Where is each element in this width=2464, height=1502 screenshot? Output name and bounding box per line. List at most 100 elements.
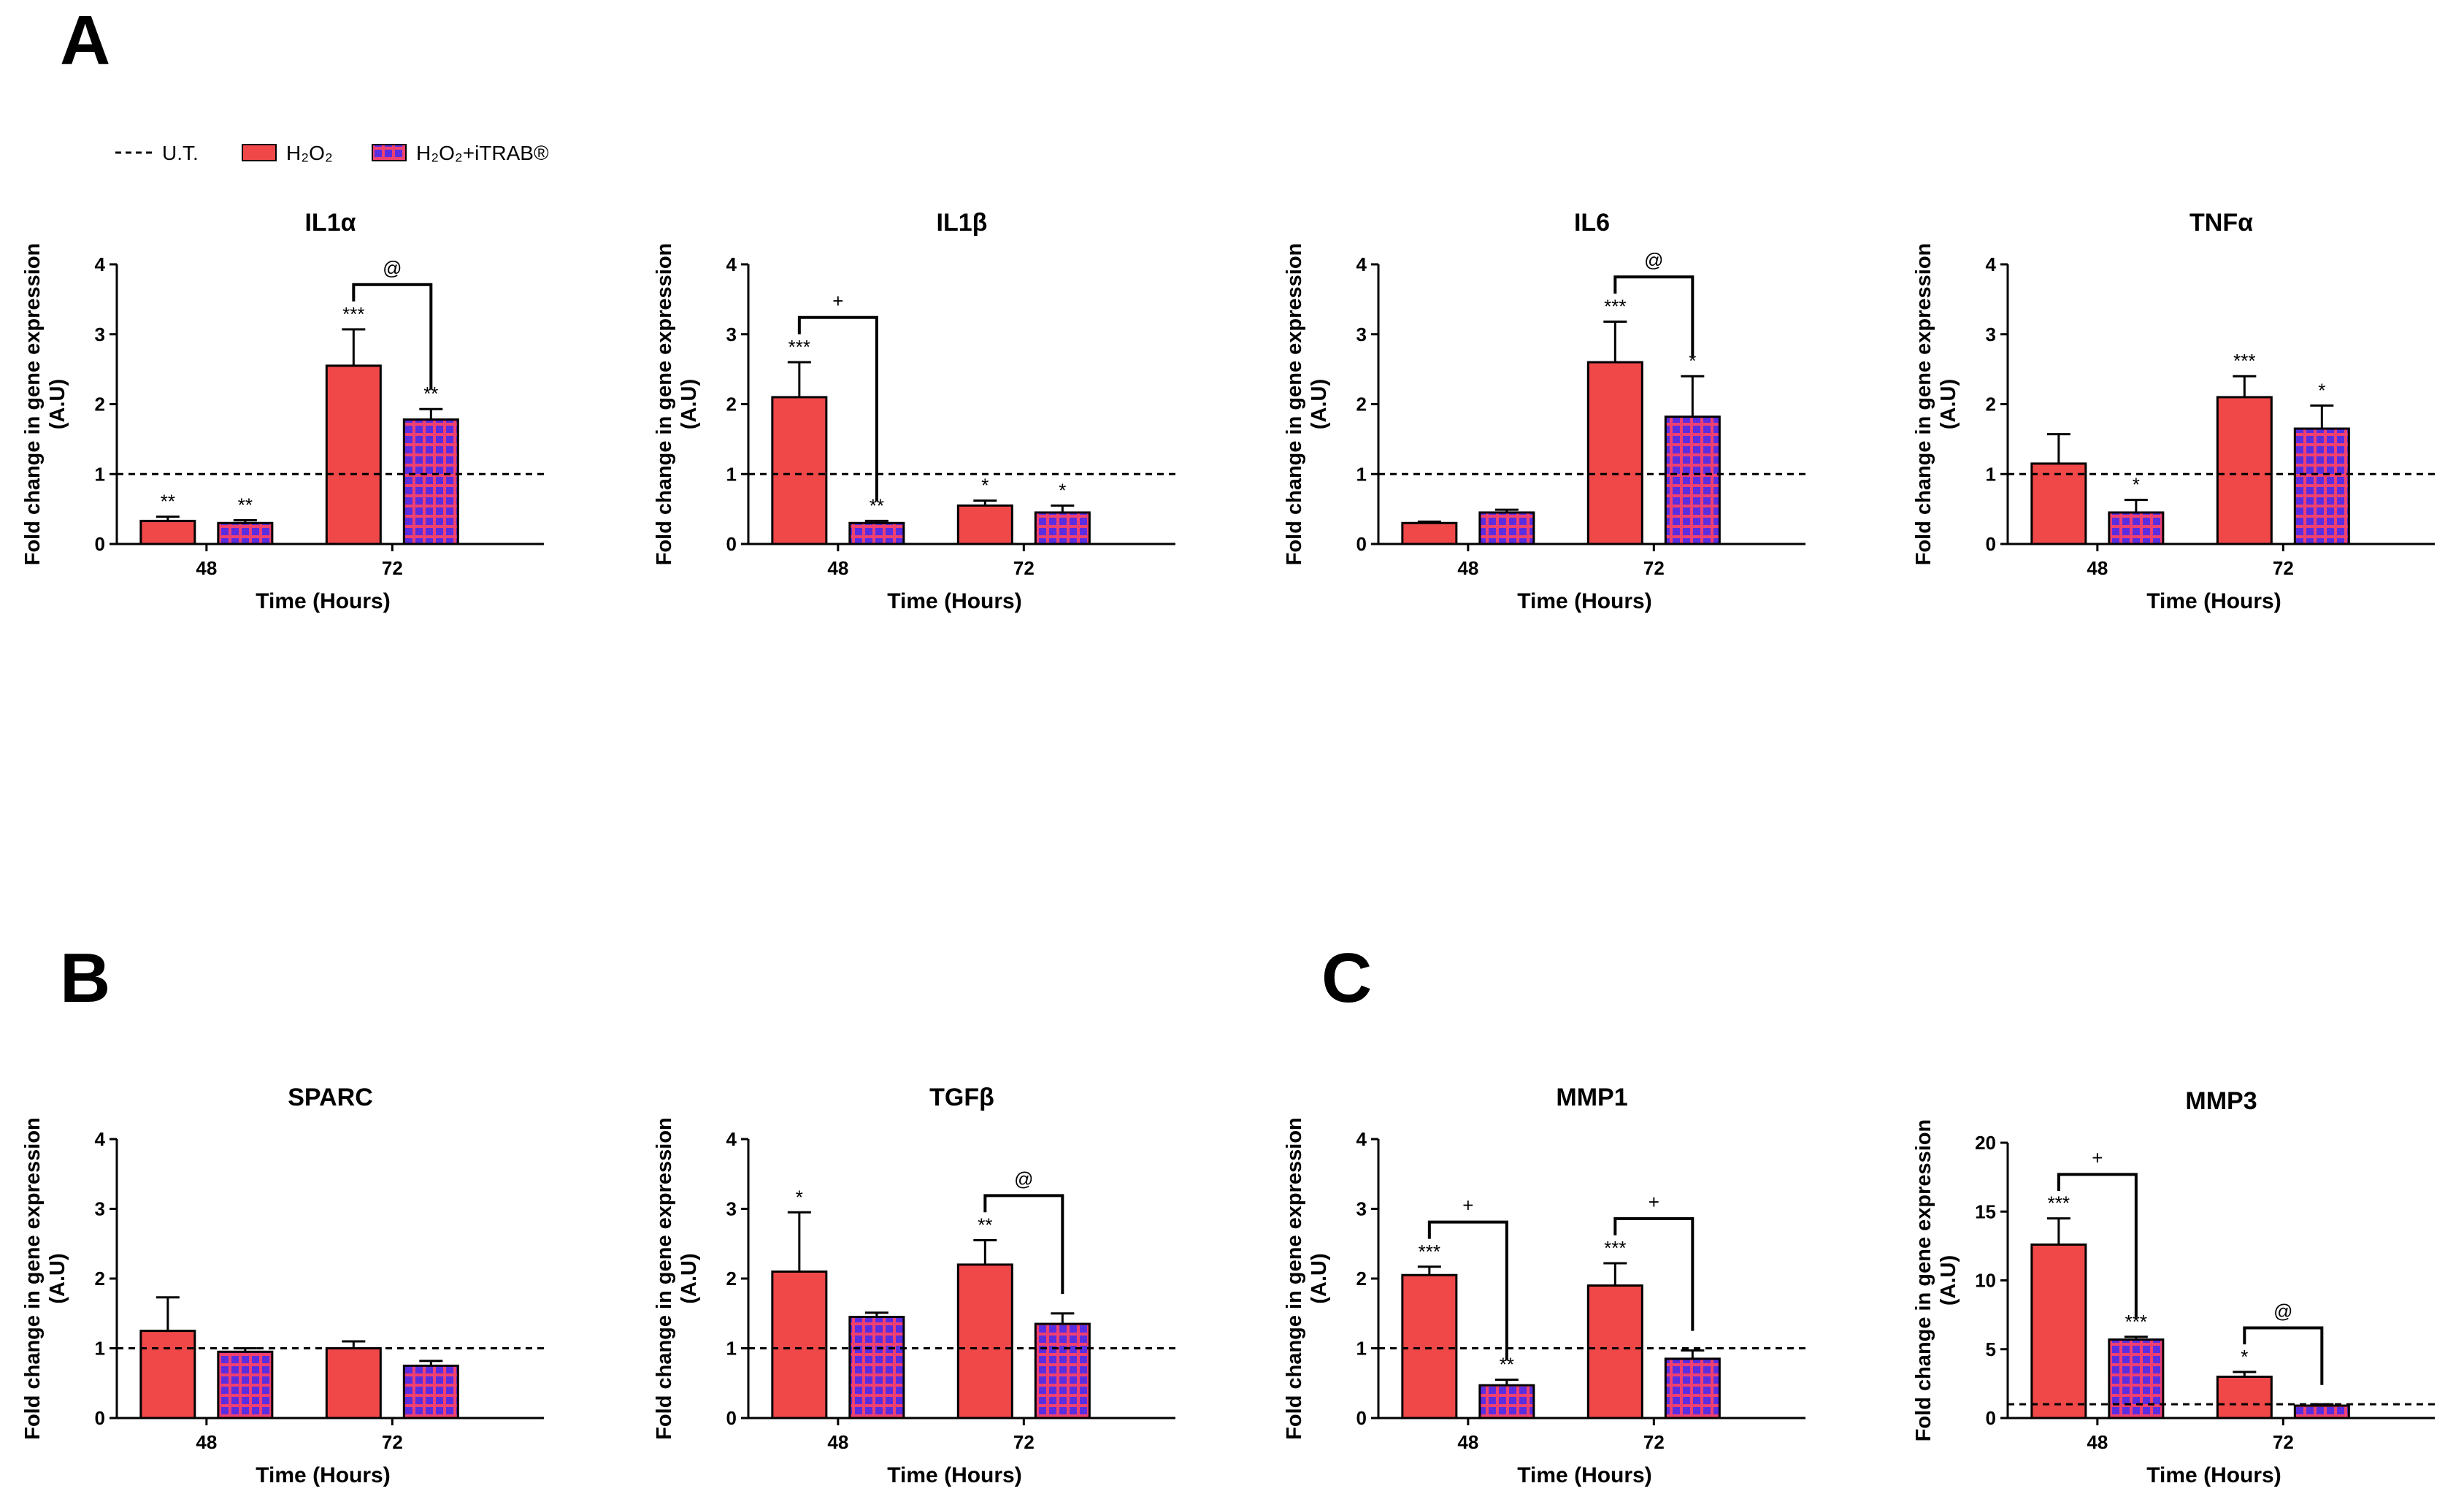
y-axis-label: Fold change in gene expression: [1912, 1119, 1935, 1442]
bar-h2o2-itrab: [848, 1316, 905, 1419]
y-tick-label: 3: [726, 323, 737, 345]
bar-h2o2: [139, 519, 196, 545]
bar-h2o2: [1586, 1284, 1643, 1419]
significance-label: **: [978, 1214, 992, 1235]
panel-letter-b: B: [60, 939, 110, 1017]
chart-title: TGFβ: [929, 1084, 994, 1111]
y-tick-label: 4: [95, 253, 106, 275]
significance-label: ***: [342, 303, 364, 325]
bar-h2o2: [771, 396, 828, 545]
y-tick-label: 0: [95, 533, 105, 555]
y-axis-label: Fold change in gene expression: [653, 243, 676, 566]
bar-h2o2-itrab: [402, 418, 459, 545]
bracket-label: @: [383, 257, 402, 279]
y-tick-label: 1: [95, 1338, 105, 1360]
y-tick-label: 0: [1356, 1407, 1367, 1429]
x-axis-label: Time (Hours): [256, 1463, 390, 1487]
bar-h2o2-itrab: [1478, 1384, 1535, 1419]
x-tick-label: 48: [1457, 1431, 1478, 1453]
significance-label: ***: [2048, 1192, 2070, 1214]
significance-label: ***: [1604, 296, 1626, 318]
x-tick-label: 48: [196, 1431, 217, 1453]
bar-h2o2: [1401, 521, 1458, 545]
x-axis-label: Time (Hours): [2146, 589, 2281, 613]
y-tick-label: 2: [95, 1268, 105, 1290]
bar-h2o2-itrab: [848, 521, 905, 545]
significance-label: **: [238, 494, 253, 516]
y-tick-label: 0: [726, 1407, 737, 1429]
y-tick-label: 5: [1986, 1338, 1996, 1360]
bracket-label: +: [1649, 1191, 1659, 1213]
bar-h2o2-itrab: [1478, 511, 1535, 545]
legend-itrab-swatch: [372, 144, 407, 161]
chart-title: TNFα: [2189, 209, 2253, 237]
significance-label: ***: [1419, 1241, 1440, 1262]
y-tick-label: 1: [95, 463, 105, 485]
significance-bracket: [352, 283, 433, 390]
y-tick-label: 0: [1986, 1407, 1996, 1429]
bar-h2o2-itrab: [217, 521, 274, 545]
y-tick-label: 0: [1986, 533, 1996, 555]
x-tick-label: 72: [2273, 1431, 2294, 1453]
bracket-label: +: [1462, 1195, 1473, 1216]
significance-label: *: [2133, 474, 2140, 496]
x-tick-label: 72: [382, 557, 403, 579]
y-axis-label-unit: (A.U): [46, 1253, 69, 1303]
y-axis-label-unit: (A.U): [678, 379, 701, 429]
significance-label: *: [2241, 1346, 2248, 1368]
y-tick-label: 3: [95, 1198, 105, 1220]
y-tick-label: 0: [726, 533, 737, 555]
significance-label: **: [1500, 1353, 1514, 1375]
y-axis-label: Fold change in gene expression: [653, 1117, 676, 1440]
bar-h2o2: [2030, 1243, 2087, 1419]
significance-bracket: [797, 315, 878, 502]
y-tick-label: 3: [1356, 1198, 1367, 1220]
bracket-label: @: [1644, 249, 1663, 271]
significance-label: *: [796, 1186, 803, 1208]
bar-h2o2: [1586, 361, 1643, 545]
y-axis-label: Fold change in gene expression: [1912, 243, 1935, 566]
bar-h2o2: [139, 1330, 196, 1419]
chart-title: IL1α: [304, 209, 356, 237]
bar-h2o2: [2030, 462, 2087, 545]
bar-h2o2-itrab: [2108, 511, 2165, 545]
bar-h2o2-itrab: [1664, 415, 1721, 545]
chart-1: IL1β Fold change in gene expression (A.U) 0…: [653, 209, 1175, 613]
y-tick-label: 1: [1356, 463, 1367, 485]
chart-0: IL1α Fold change in gene expression (A.U) 0…: [21, 209, 544, 613]
y-tick-label: 2: [726, 394, 737, 415]
x-axis-label: Time (Hours): [1517, 1463, 1651, 1487]
chart-6: MMP1 Fold change in gene expression (A.U) 0…: [1283, 1084, 1805, 1487]
y-tick-label: 4: [95, 1128, 106, 1150]
y-tick-label: 4: [1986, 253, 1997, 275]
chart-2: IL6 Fold change in gene expression (A.U) 0 1…: [1283, 209, 1805, 613]
x-tick-label: 72: [382, 1431, 403, 1453]
significance-label: *: [981, 475, 989, 497]
y-axis-label-unit: (A.U): [1937, 379, 1960, 429]
x-axis-label: Time (Hours): [1517, 589, 1651, 613]
y-tick-label: 0: [95, 1407, 105, 1429]
y-tick-label: 4: [1356, 1128, 1367, 1150]
y-axis-label: Fold change in gene expression: [21, 243, 45, 566]
significance-label: **: [870, 494, 884, 516]
x-axis-label: Time (Hours): [887, 589, 1021, 613]
chart-3: TNFα Fold change in gene expression (A.U) 0…: [1912, 209, 2435, 613]
significance-label: **: [161, 491, 175, 513]
chart-title: MMP1: [1556, 1084, 1627, 1111]
significance-bracket: [2057, 1173, 2138, 1318]
y-axis-label-unit: (A.U): [1937, 1255, 1960, 1306]
panel-letter-a: A: [60, 1, 110, 80]
legend-h2o2-label: H₂O₂: [286, 142, 333, 164]
y-tick-label: 2: [1356, 1268, 1367, 1290]
x-axis-label: Time (Hours): [887, 1463, 1021, 1487]
significance-label: ***: [2233, 350, 2255, 372]
x-tick-label: 72: [1643, 557, 1665, 579]
x-tick-label: 48: [196, 557, 217, 579]
x-tick-label: 72: [2273, 557, 2294, 579]
bar-h2o2: [2216, 396, 2273, 545]
significance-bracket: [2243, 1326, 2324, 1385]
y-tick-label: 10: [1975, 1270, 1996, 1292]
legend-itrab-label: H₂O₂+iTRAB®: [416, 142, 549, 164]
